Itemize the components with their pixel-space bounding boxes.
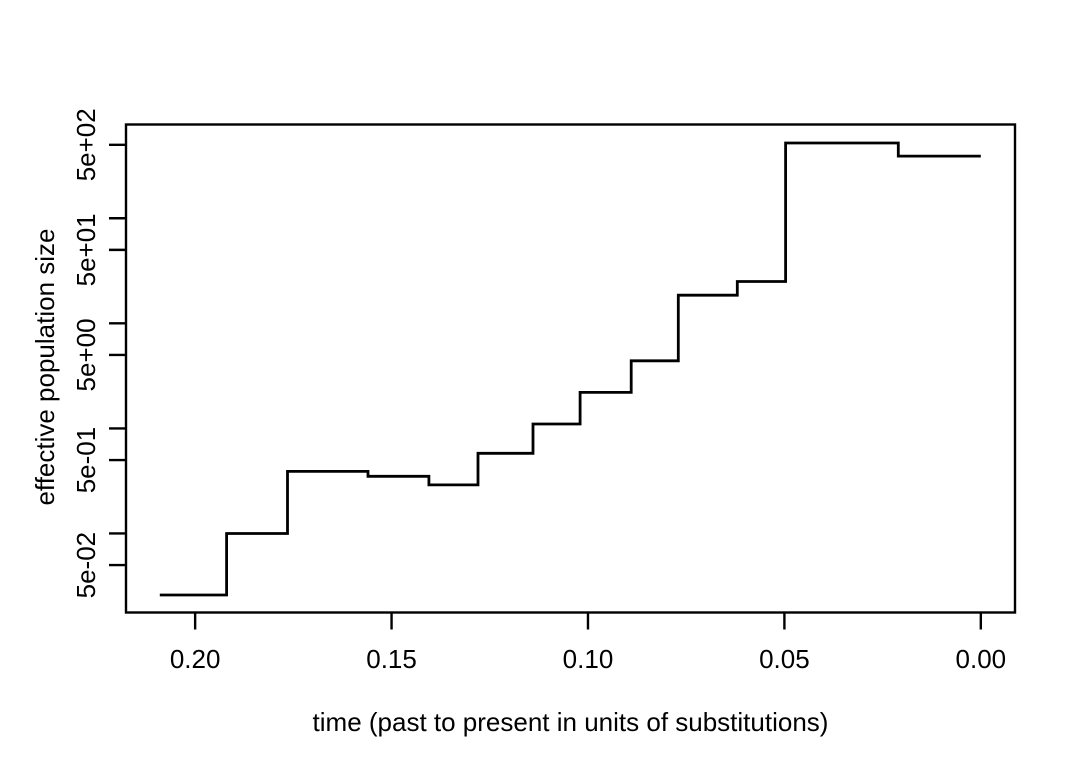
y-axis-tick-label: 5e-02	[71, 532, 101, 599]
y-axis-tick-label: 5e-01	[71, 427, 101, 494]
x-axis-tick-label: 0.10	[563, 644, 614, 674]
y-axis-tick-label: 5e+00	[71, 318, 101, 391]
x-axis-tick-label: 0.05	[759, 644, 810, 674]
x-axis-tick-label: 0.00	[956, 644, 1007, 674]
y-axis-title: effective population size	[30, 228, 60, 506]
plot-box	[124, 123, 1017, 614]
x-axis-tick-label: 0.20	[170, 644, 221, 674]
y-axis-tick-label: 5e+02	[71, 108, 101, 181]
y-axis-tick-label: 5e+01	[71, 213, 101, 286]
skyline-step-line	[159, 141, 981, 597]
x-axis-title: time (past to present in units of substi…	[312, 707, 829, 737]
x-axis-tick-label: 0.15	[366, 644, 417, 674]
